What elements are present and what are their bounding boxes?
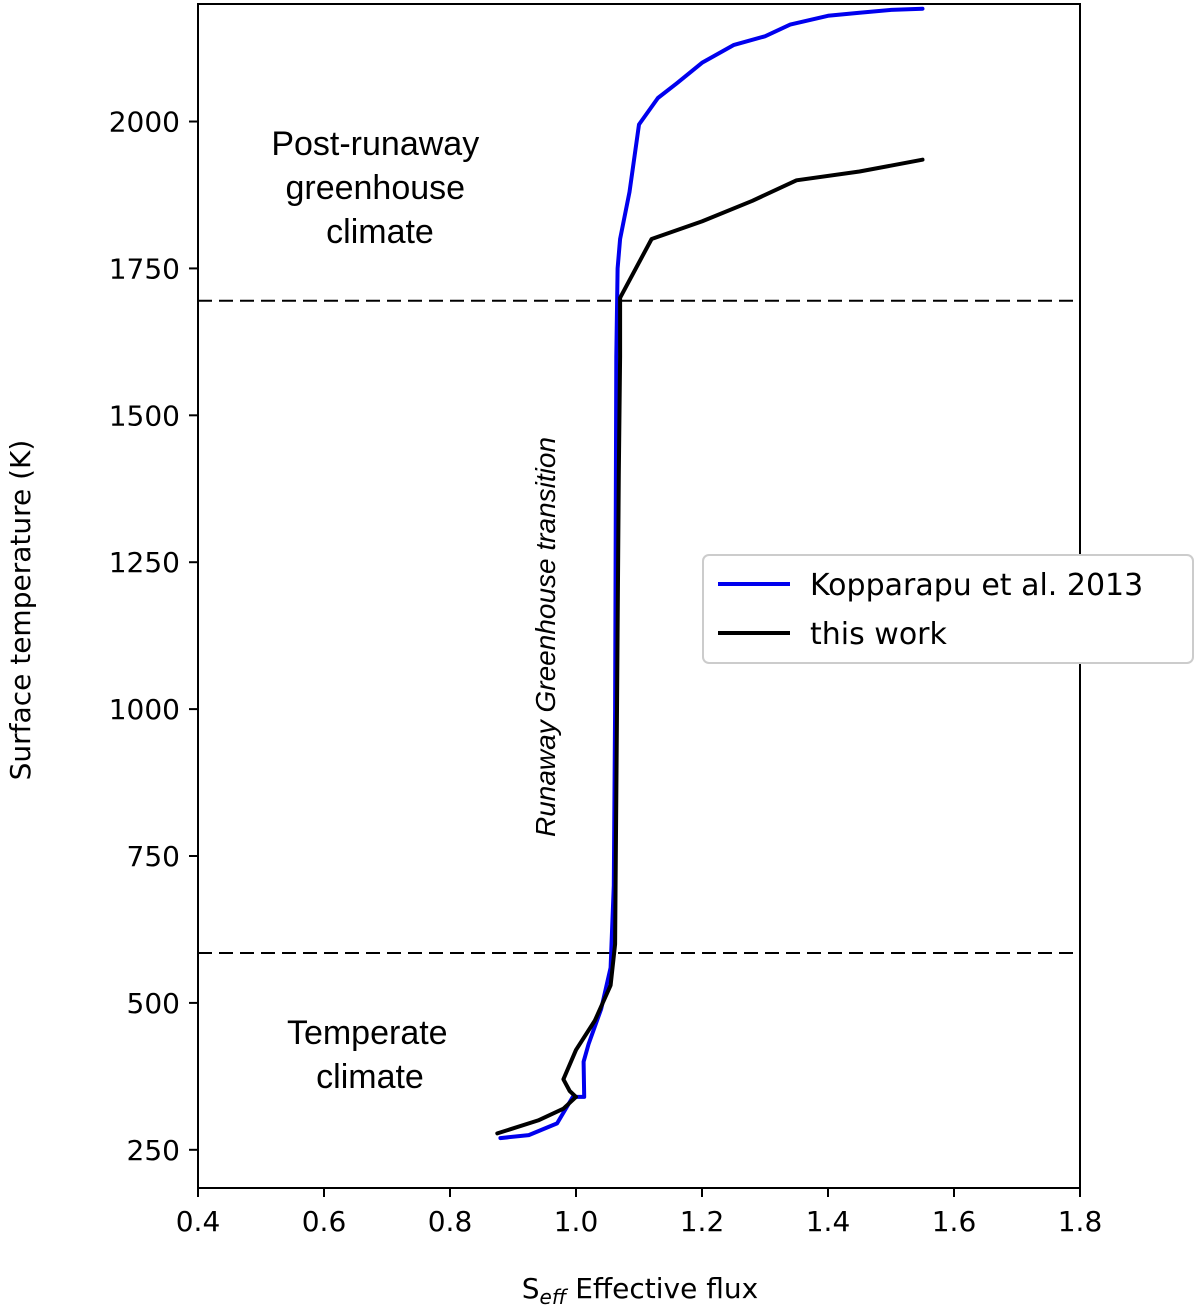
post-runaway-line-1: Post-runaway: [271, 125, 479, 163]
x-tick-label: 1.6: [932, 1205, 977, 1238]
x-axis-label-subscript: eff: [540, 1285, 569, 1309]
series-line-1: [495, 157, 925, 1136]
y-tick-label: 250: [127, 1134, 180, 1167]
legend-label-kopparapu: Kopparapu et al. 2013: [810, 568, 1143, 603]
x-tick-label: 0.4: [176, 1205, 221, 1238]
y-tick-label: 750: [127, 840, 180, 873]
y-axis-label: Surface temperature (K): [4, 440, 37, 781]
y-tick-label: 1000: [109, 693, 180, 726]
threshold-lines: [198, 299, 1080, 954]
legend-label-this-work: this work: [810, 617, 948, 652]
y-tick-label: 1750: [109, 252, 180, 285]
temperate-line-1: Temperate: [287, 1014, 448, 1052]
transition-label: Runaway Greenhouse transition: [530, 437, 561, 837]
y-tick-label: 1250: [109, 546, 180, 579]
x-axis-ticks: 0.4 0.6 0.8 1.0 1.2 1.4 1.6 1.8: [176, 1188, 1103, 1238]
legend-box: [702, 554, 1194, 664]
x-tick-label: 1.0: [554, 1205, 599, 1238]
legend: Kopparapu et al. 2013 this work: [702, 554, 1194, 664]
temperate-label: Temperate climate: [287, 1014, 457, 1096]
post-runaway-line-2: greenhouse: [285, 169, 465, 207]
x-axis-label-main: S: [522, 1272, 540, 1305]
x-axis-label-rest: Effective flux: [566, 1272, 758, 1305]
y-tick-label: 1500: [109, 399, 180, 432]
y-tick-label: 500: [127, 987, 180, 1020]
post-runaway-line-3: climate: [326, 213, 434, 251]
x-tick-label: 1.8: [1058, 1205, 1103, 1238]
series-lines: [495, 6, 925, 1141]
post-runaway-label: Post-runaway greenhouse climate: [271, 125, 488, 251]
temperate-line-2: climate: [316, 1058, 424, 1096]
x-tick-label: 0.8: [428, 1205, 473, 1238]
series-line-0: [498, 6, 925, 1141]
x-tick-label: 1.4: [806, 1205, 851, 1238]
x-tick-label: 1.2: [680, 1205, 725, 1238]
x-axis-label: Seff Effective flux: [522, 1272, 758, 1309]
y-tick-label: 2000: [109, 106, 180, 139]
x-tick-label: 0.6: [302, 1205, 347, 1238]
y-axis-ticks: 250 500 750 1000 1250 1500 1750 2000: [109, 106, 198, 1167]
